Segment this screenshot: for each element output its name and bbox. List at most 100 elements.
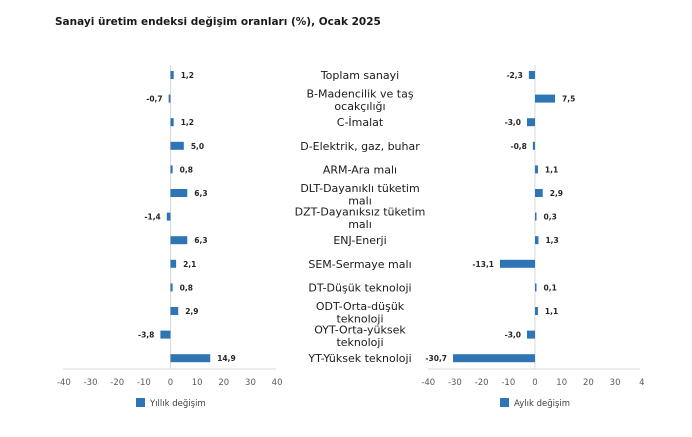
monthly-change-panel: -40 -30 -20 -10 0 10 20 30 4 -2,3 7,5 -3,0 -0,8 1,1 2,… [421,65,645,409]
data-label: 1,1 [545,165,558,174]
data-label: -13,1 [472,260,494,269]
category-label: D-Elektrik, gaz, buhar [300,140,420,153]
category-label-line: DZT-Dayanıksız tüketim [295,205,426,218]
category-label: ARM-Ara malı [323,163,397,176]
category-label-line: C-İmalat [337,116,384,129]
x-tick-label: 30 [245,378,256,388]
bar [526,330,535,339]
bar [453,354,535,363]
category-labels: Toplam sanayi B-Madencilik ve taş ocakçılı… [295,69,426,365]
category-label: B-Madencilik ve taş ocakçılığı [306,87,413,113]
category-label-line: teknoloji [336,336,383,349]
bar [532,141,535,150]
data-label: 0,8 [180,165,193,174]
category-label: ODT-Orta-düşük teknoloji [316,300,405,326]
bar [535,236,539,245]
bar [526,118,535,127]
bar [535,189,543,197]
data-label: 6,3 [194,189,207,198]
bar [535,212,537,221]
data-label: 0,8 [180,283,193,292]
chart-title: Sanayi üretim endeksi değişim oranları (… [55,16,381,28]
category-label: SEM-Sermaye malı [308,258,411,271]
bar [170,189,188,197]
bar [170,71,174,79]
data-label: 14,9 [217,354,236,363]
category-label-line: SEM-Sermaye malı [308,258,411,271]
category-label-line: ARM-Ara malı [323,163,397,176]
category-label: C-İmalat [337,116,384,129]
bar [170,236,188,245]
x-tick-label: 10 [556,378,567,388]
bar [168,94,171,103]
legend-swatch [500,398,509,407]
data-label: 1,2 [181,71,194,80]
legend-label: Yıllık değişim [149,399,206,409]
x-tick-label: -10 [137,378,151,388]
bar [170,165,173,174]
data-label: 1,2 [181,118,194,127]
x-tick-label: 10 [192,378,203,388]
x-tick-label: 0 [532,378,537,388]
category-label-line: malı [348,194,372,207]
annual-change-panel: -40 -30 -20 -10 0 10 20 30 40 1,2 -0,7 1,2 5,0 0,8 6,3… [57,65,283,409]
category-label-line: teknoloji [336,312,383,325]
data-label: 0,1 [544,283,557,292]
data-label: 0,3 [544,213,557,222]
bar [535,94,556,103]
x-tick-label: -20 [110,378,124,388]
data-label: -3,0 [505,331,521,340]
bar [535,307,538,315]
data-label: -1,4 [144,213,160,222]
x-tick-label: -10 [501,378,515,388]
bar [170,259,177,268]
bar [170,354,211,363]
x-tick-label: -40 [57,378,71,388]
data-label: -3,8 [138,331,154,340]
data-label: 2,9 [185,307,198,316]
category-label: OYT-Orta-yüksek teknoloji [314,323,406,349]
category-label-line: DT-Düşük teknoloji [308,281,411,294]
category-label: YT-Yüksek teknoloji [307,352,411,365]
data-label: 1,3 [545,236,558,245]
category-label: Toplam sanayi [320,69,399,82]
x-tick-label: 40 [272,378,283,388]
x-tick-label: 4 [639,378,644,388]
x-tick-label: 30 [610,378,621,388]
data-label: 1,1 [545,307,558,316]
data-label: -0,7 [146,95,162,104]
category-label-line: B-Madencilik ve taş [306,87,413,100]
category-label-line: D-Elektrik, gaz, buhar [300,140,420,153]
category-label-line: ENJ-Enerji [333,234,386,247]
category-label: DZT-Dayanıksız tüketim malı [295,205,426,231]
category-label: DLT-Dayanıklı tüketim malı [300,182,419,208]
bar [170,307,179,315]
legend-swatch [136,398,145,407]
category-label-line: ODT-Orta-düşük [316,300,405,313]
x-tick-label: 20 [218,378,229,388]
x-tick-label: 0 [168,378,173,388]
category-label-line: OYT-Orta-yüksek [314,323,406,336]
bar [170,283,173,292]
category-label-line: Toplam sanayi [320,69,399,82]
x-tick-label: -40 [421,378,435,388]
data-label: 2,1 [183,260,196,269]
category-label: DT-Düşük teknoloji [308,281,411,294]
bar [535,165,538,174]
bar [500,259,535,268]
data-label: 5,0 [191,142,204,151]
category-label-line: DLT-Dayanıklı tüketim [300,182,419,195]
data-label: -0,8 [510,142,526,151]
bar [170,141,184,150]
category-label-line: YT-Yüksek teknoloji [307,352,411,365]
data-label: -2,3 [506,71,522,80]
legend-label: Aylık değişim [514,399,570,409]
bar [528,71,535,79]
x-tick-label: 20 [583,378,594,388]
category-label-line: malı [348,218,372,231]
category-label: ENJ-Enerji [333,234,386,247]
data-label: 2,9 [550,189,563,198]
data-label: -30,7 [425,354,447,363]
bar [166,212,171,221]
